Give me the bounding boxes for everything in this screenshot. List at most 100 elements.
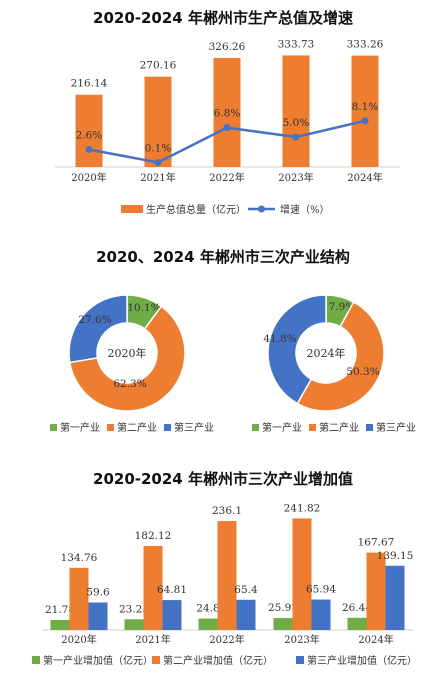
value-added-bar bbox=[347, 617, 367, 630]
gdp-bar bbox=[213, 57, 241, 167]
pie-center-label: 2020年 bbox=[108, 346, 147, 360]
pie-slice-label: 10.1% bbox=[127, 302, 160, 314]
growth-label: 6.8% bbox=[214, 108, 241, 120]
x-tick-label: 2023年 bbox=[278, 171, 313, 184]
legend-label: 第一产业 bbox=[60, 421, 100, 434]
value-added-bar bbox=[385, 565, 405, 630]
value-added-bar-label: 167.67 bbox=[358, 537, 395, 549]
pie-slice bbox=[68, 294, 128, 364]
legend-swatch bbox=[152, 656, 160, 664]
chart-title: 2020-2024 年郴州市生产总值及增速 bbox=[93, 9, 353, 27]
structure-chart: 2020、2024 年郴州市三次产业结构 10.1% 62.3% 27.6% 2020… bbox=[0, 225, 446, 450]
legend-label: 第二产业增加值（亿元） bbox=[163, 654, 273, 667]
value-added-bar-label: 134.76 bbox=[61, 552, 98, 564]
legend-swatch bbox=[164, 424, 171, 431]
value-added-bar-label: 21.78 bbox=[45, 604, 75, 616]
pie-center-label: 2024年 bbox=[307, 346, 346, 360]
growth-label: 2.6% bbox=[76, 129, 103, 141]
legend-swatch bbox=[296, 656, 304, 664]
gdp-bar bbox=[144, 76, 172, 167]
value-added-bar bbox=[124, 619, 144, 630]
x-tick-label: 2021年 bbox=[140, 171, 175, 184]
value-added-bar bbox=[236, 599, 256, 630]
value-added-bar-label: 23.23 bbox=[119, 603, 149, 615]
x-tick-label: 2020年 bbox=[71, 171, 106, 184]
legend-swatch-growth-marker bbox=[258, 205, 265, 213]
legend-swatch bbox=[252, 424, 259, 431]
value-added-bar bbox=[273, 618, 293, 630]
value-added-bar-label: 24.8 bbox=[196, 603, 219, 615]
legend-label: 第二产业 bbox=[319, 421, 359, 434]
x-tick-label: 2024年 bbox=[347, 171, 382, 184]
value-added-bar bbox=[69, 567, 89, 630]
x-tick-label: 2020年 bbox=[61, 633, 96, 646]
gdp-bar-label: 270.16 bbox=[140, 60, 177, 72]
value-added-bar-label: 65.94 bbox=[306, 584, 336, 596]
legend-label: 生产总值总量（亿元） bbox=[146, 203, 246, 216]
legend-label: 第三产业 bbox=[174, 421, 214, 434]
legend-swatch-gdp bbox=[121, 205, 143, 213]
legend-label: 第二产业 bbox=[117, 421, 157, 434]
value-added-bar-label: 241.82 bbox=[284, 502, 321, 514]
value-added-bar bbox=[88, 602, 108, 630]
gdp-bar-label: 216.14 bbox=[71, 78, 108, 90]
value-added-bar-label: 139.15 bbox=[377, 550, 414, 562]
x-tick-label: 2024年 bbox=[358, 633, 393, 646]
legend-label: 第一产业 bbox=[262, 421, 302, 434]
x-tick-label: 2022年 bbox=[209, 633, 244, 646]
value-added-bar-label: 64.81 bbox=[157, 584, 187, 596]
legend-label: 增速（%） bbox=[280, 203, 330, 216]
gdp-chart-svg: 216.14 2020年 270.16 2021年 326.26 2022年 333.73 2… bbox=[55, 38, 400, 216]
pie-slice-label: 41.8% bbox=[263, 333, 296, 345]
gdp-bar-label: 333.26 bbox=[347, 39, 384, 51]
growth-point bbox=[154, 158, 162, 166]
growth-point bbox=[292, 133, 300, 141]
chart-title: 2020、2024 年郴州市三次产业结构 bbox=[96, 248, 350, 266]
value-added-bar-label: 182.12 bbox=[135, 530, 172, 542]
pie-slice bbox=[296, 300, 385, 412]
growth-label: 0.1% bbox=[145, 142, 172, 154]
gdp-bar-label: 333.73 bbox=[278, 38, 315, 50]
pie-slice bbox=[267, 294, 327, 405]
pie-slice bbox=[68, 305, 186, 412]
value-added-chart: 2020-2024 年郴州市三次产业增加值 21.78 134.76 59.6 202… bbox=[0, 450, 446, 682]
value-added-bar bbox=[217, 521, 237, 630]
chart-title: 2020-2024 年郴州市三次产业增加值 bbox=[93, 470, 353, 488]
value-added-bar bbox=[143, 545, 163, 630]
gdp-bar bbox=[75, 94, 103, 167]
gdp-chart: 2020-2024 年郴州市生产总值及增速 216.14 2020年 270.16 2… bbox=[0, 0, 446, 225]
legend-swatch bbox=[309, 424, 316, 431]
value-added-chart-svg: 21.78 134.76 59.6 2020年 23.23 182.12 64.81 2021… bbox=[32, 502, 417, 667]
value-added-bar bbox=[198, 618, 218, 630]
x-tick-label: 2023年 bbox=[284, 633, 319, 646]
legend-label: 第一产业增加值（亿元） bbox=[43, 654, 153, 667]
value-added-bar bbox=[162, 600, 182, 630]
value-added-bar bbox=[311, 599, 331, 630]
x-tick-label: 2021年 bbox=[135, 633, 170, 646]
value-added-bar bbox=[366, 552, 386, 630]
value-added-bar-label: 26.44 bbox=[342, 602, 372, 614]
gdp-bar bbox=[351, 55, 379, 167]
legend-swatch bbox=[32, 656, 40, 664]
growth-point bbox=[85, 145, 93, 153]
value-added-bar-label: 65.4 bbox=[234, 584, 258, 596]
legend-swatch bbox=[107, 424, 114, 431]
gdp-bar-label: 326.26 bbox=[209, 41, 246, 53]
x-tick-label: 2022年 bbox=[209, 171, 244, 184]
legend-label: 第三产业增加值（亿元） bbox=[307, 654, 417, 667]
value-added-bar-label: 59.6 bbox=[86, 586, 110, 598]
legend-label: 第三产业 bbox=[376, 421, 416, 434]
pie-slice-label: 62.3% bbox=[113, 378, 146, 390]
pie-slice-label: 50.3% bbox=[346, 366, 379, 378]
value-added-bar-label: 25.97 bbox=[268, 602, 298, 614]
growth-label: 8.1% bbox=[352, 101, 379, 113]
growth-point bbox=[223, 124, 231, 132]
value-added-bar-label: 236.1 bbox=[212, 505, 242, 517]
legend-swatch bbox=[50, 424, 57, 431]
gdp-bar bbox=[282, 55, 310, 167]
value-added-bar bbox=[50, 619, 70, 630]
growth-point bbox=[361, 117, 369, 125]
structure-chart-svg: 10.1%62.3%27.6%2020年7.9%50.3%41.8%2024年第… bbox=[50, 294, 416, 434]
legend-swatch bbox=[366, 424, 373, 431]
growth-label: 5.0% bbox=[283, 117, 310, 129]
